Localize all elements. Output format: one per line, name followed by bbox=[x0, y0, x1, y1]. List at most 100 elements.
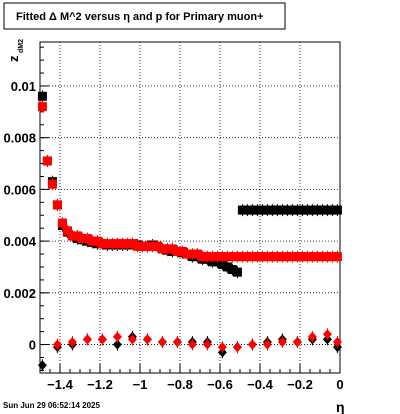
data-point-square bbox=[222, 262, 232, 272]
data-point-square bbox=[217, 259, 227, 269]
data-point-square bbox=[232, 267, 242, 277]
data-point-square bbox=[37, 102, 47, 112]
data-point-square bbox=[207, 252, 217, 262]
data-point-square bbox=[257, 252, 267, 262]
data-point-square bbox=[92, 236, 102, 246]
data-point-square bbox=[192, 249, 202, 259]
data-point-square bbox=[77, 234, 87, 244]
x-tick-label: −1 bbox=[133, 377, 148, 392]
data-point-square bbox=[142, 241, 152, 251]
x-tick-label: −0.2 bbox=[287, 377, 313, 392]
data-point-diamond bbox=[157, 336, 167, 347]
data-point-square bbox=[332, 205, 342, 215]
data-point-square bbox=[37, 91, 47, 101]
data-point-square bbox=[327, 205, 337, 215]
data-point-square bbox=[177, 246, 187, 256]
data-point-square bbox=[187, 249, 197, 259]
data-point-square bbox=[197, 252, 207, 262]
data-point-square bbox=[97, 239, 107, 249]
data-point-square bbox=[297, 252, 307, 262]
data-point-square bbox=[222, 252, 232, 262]
data-markers bbox=[37, 90, 342, 372]
data-point-square bbox=[157, 244, 167, 254]
data-point-diamond bbox=[112, 331, 122, 342]
data-point-square bbox=[67, 231, 77, 241]
data-point-diamond bbox=[97, 334, 107, 345]
data-point-square bbox=[242, 205, 252, 215]
data-point-square bbox=[287, 205, 297, 215]
x-tick-label: −1.2 bbox=[87, 377, 113, 392]
data-point-square bbox=[147, 241, 157, 251]
data-point-square bbox=[257, 205, 267, 215]
data-point-diamond bbox=[292, 336, 302, 347]
data-point-square bbox=[327, 252, 337, 262]
data-point-square bbox=[247, 205, 257, 215]
data-point-diamond bbox=[142, 334, 152, 345]
data-point-square bbox=[62, 226, 72, 236]
data-point-square bbox=[52, 200, 62, 210]
data-point-square bbox=[162, 244, 172, 254]
data-point-square bbox=[82, 234, 92, 244]
data-point-square bbox=[237, 252, 247, 262]
data-point-square bbox=[137, 241, 147, 251]
data-point-square bbox=[302, 252, 312, 262]
x-tick-label: −1.4 bbox=[47, 377, 73, 392]
x-axis-title: η bbox=[336, 399, 345, 414]
y-tick-label: 0.01 bbox=[11, 79, 36, 94]
data-point-square bbox=[287, 252, 297, 262]
data-point-square bbox=[72, 231, 82, 241]
data-point-diamond bbox=[202, 339, 212, 350]
title-box bbox=[3, 2, 286, 30]
data-point-diamond bbox=[217, 342, 227, 353]
data-point-square bbox=[127, 239, 137, 249]
data-point-diamond bbox=[277, 336, 287, 347]
data-point-square bbox=[132, 241, 142, 251]
x-tick-label: −0.8 bbox=[167, 377, 193, 392]
x-tick-label: 0 bbox=[336, 377, 343, 392]
data-point-square bbox=[57, 218, 67, 228]
axis-ticks bbox=[39, 46, 341, 373]
data-point-square bbox=[47, 179, 57, 189]
data-point-square bbox=[182, 249, 192, 259]
data-point-square bbox=[292, 205, 302, 215]
data-point-square bbox=[312, 252, 322, 262]
data-point-square bbox=[227, 265, 237, 275]
x-tick-label: −0.6 bbox=[207, 377, 233, 392]
data-point-square bbox=[292, 252, 302, 262]
data-point-diamond bbox=[322, 329, 332, 340]
data-point-square bbox=[267, 205, 277, 215]
x-tick-labels: −1.4 −1.2 −1 −0.8 −0.6 −0.4 −0.2 0 bbox=[47, 377, 343, 392]
data-point-square bbox=[272, 252, 282, 262]
y-tick-label: 0.008 bbox=[3, 131, 36, 146]
y-tick-label: 0.006 bbox=[3, 182, 36, 197]
data-point-diamond bbox=[82, 334, 92, 345]
data-point-square bbox=[102, 239, 112, 249]
data-point-diamond bbox=[112, 339, 122, 350]
y-tick-label: 0 bbox=[29, 338, 36, 353]
data-point-diamond bbox=[67, 336, 77, 347]
data-point-square bbox=[272, 205, 282, 215]
data-point-square bbox=[247, 252, 257, 262]
data-point-diamond bbox=[332, 336, 342, 347]
data-point-square bbox=[307, 252, 317, 262]
data-point-square bbox=[252, 205, 262, 215]
data-point-square bbox=[237, 205, 247, 215]
data-point-diamond bbox=[37, 360, 47, 371]
data-point-diamond bbox=[52, 339, 62, 350]
data-point-diamond bbox=[232, 342, 242, 353]
data-point-square bbox=[112, 239, 122, 249]
data-point-square bbox=[277, 205, 287, 215]
data-point-square bbox=[282, 252, 292, 262]
y-axis-title-group: z dM2 bbox=[6, 39, 25, 62]
data-point-square bbox=[167, 244, 177, 254]
data-point-square bbox=[42, 156, 52, 166]
data-point-square bbox=[152, 241, 162, 251]
data-point-square bbox=[232, 252, 242, 262]
data-point-square bbox=[282, 205, 292, 215]
data-point-square bbox=[277, 252, 287, 262]
y-tick-label: 0.004 bbox=[3, 234, 36, 249]
data-point-square bbox=[262, 205, 272, 215]
data-point-square bbox=[302, 205, 312, 215]
data-point-square bbox=[312, 205, 322, 215]
